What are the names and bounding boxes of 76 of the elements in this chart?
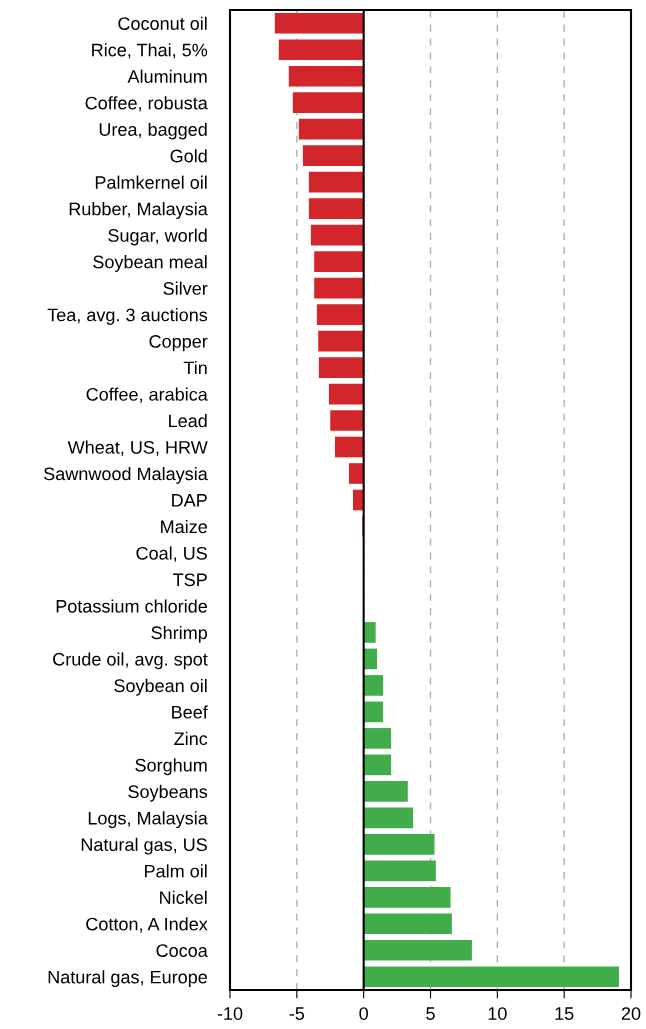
- bar: [328, 383, 364, 405]
- bar: [278, 39, 364, 61]
- y-tick-label: Soybeans: [128, 784, 208, 802]
- y-tick-label: Coconut oil: [118, 16, 207, 30]
- y-tick-label: Cocoa: [156, 944, 208, 957]
- y-tick-label: Beef: [172, 705, 208, 719]
- bar: [318, 357, 364, 378]
- y-tick-label: Sorghum: [135, 758, 207, 776]
- y-tick-label: Nickel: [160, 890, 207, 905]
- y-tick-label: Potassium chloride: [56, 599, 207, 613]
- y-tick-label: Silver: [163, 281, 208, 295]
- bar: [316, 304, 364, 325]
- bar: [308, 198, 364, 219]
- bar: [363, 833, 435, 855]
- y-tick-label: Gold: [170, 149, 207, 163]
- y-tick-label: DAP: [172, 494, 207, 507]
- bar: [363, 781, 408, 802]
- bar: [363, 886, 451, 908]
- bar: [314, 251, 364, 272]
- y-tick-label: Rubber, Malaysia: [69, 202, 208, 219]
- bar: [352, 489, 364, 511]
- y-tick-label: Natural gas, Europe: [48, 970, 207, 988]
- bar: [363, 622, 376, 643]
- bar: [314, 277, 364, 299]
- x-tick-label: 15: [555, 1007, 574, 1020]
- bar: [330, 410, 364, 431]
- x-tick-label: 0: [359, 1007, 368, 1020]
- y-tick-label: Palmkernel oil: [95, 175, 207, 189]
- bar: [363, 913, 452, 935]
- bar: [308, 171, 364, 193]
- x-tick-label: -5: [289, 1007, 305, 1020]
- y-tick-label: Aluminum: [127, 69, 207, 83]
- x-tick-label: 10: [488, 1007, 507, 1020]
- y-tick-label: Coffee, arabica: [86, 387, 208, 403]
- bar: [302, 145, 364, 167]
- y-tick-label: Tin: [183, 361, 207, 375]
- bar: [363, 807, 414, 829]
- bar: [288, 65, 364, 87]
- x-tick-label: 5: [426, 1007, 435, 1020]
- bar: [292, 92, 364, 114]
- bar: [318, 330, 364, 352]
- x-tick-label: -10: [217, 1007, 243, 1020]
- bar: [363, 754, 392, 776]
- bar: [363, 701, 384, 723]
- y-tick-label: Wheat, US, HRW: [67, 440, 208, 456]
- bar: [334, 436, 364, 458]
- y-tick-label: Urea, bagged: [99, 122, 207, 140]
- y-tick-label: Copper: [149, 335, 208, 352]
- bar: [298, 118, 364, 140]
- bar: [363, 966, 619, 988]
- y-tick-label: Logs, Malaysia: [88, 811, 208, 829]
- y-tick-label: Soybean oil: [114, 678, 207, 696]
- y-tick-label: TSP: [173, 573, 207, 587]
- bar: [363, 939, 472, 961]
- bar: [348, 463, 364, 484]
- bar: [274, 12, 364, 34]
- y-tick-label: Lead: [169, 414, 207, 428]
- y-tick-label: Coal, US: [136, 546, 207, 562]
- y-tick-label: Natural gas, US: [81, 837, 207, 855]
- bar: [363, 675, 384, 696]
- y-tick-label: Soybean meal: [93, 255, 207, 272]
- bar: [363, 728, 392, 749]
- y-tick-label: Zinc: [174, 731, 208, 746]
- x-tick-label: 20: [621, 1007, 641, 1020]
- y-tick-label: Coffee, robusta: [85, 96, 208, 112]
- y-tick-label: Palm oil: [145, 864, 207, 878]
- bar: [363, 860, 436, 882]
- y-tick-label: Cotton, A Index: [86, 917, 208, 933]
- y-tick-label: Shrimp: [151, 625, 208, 643]
- y-tick-label: Maize: [161, 519, 207, 534]
- y-tick-label: Tea, avg. 3 auctions: [47, 308, 208, 325]
- bar: [310, 224, 364, 246]
- y-tick-label: Sugar, world: [108, 228, 207, 246]
- y-tick-label: Sawnwood Malaysia: [44, 466, 208, 484]
- y-tick-label: Rice, Thai, 5%: [92, 43, 208, 59]
- y-tick-label: Crude oil, avg. spot: [53, 652, 208, 670]
